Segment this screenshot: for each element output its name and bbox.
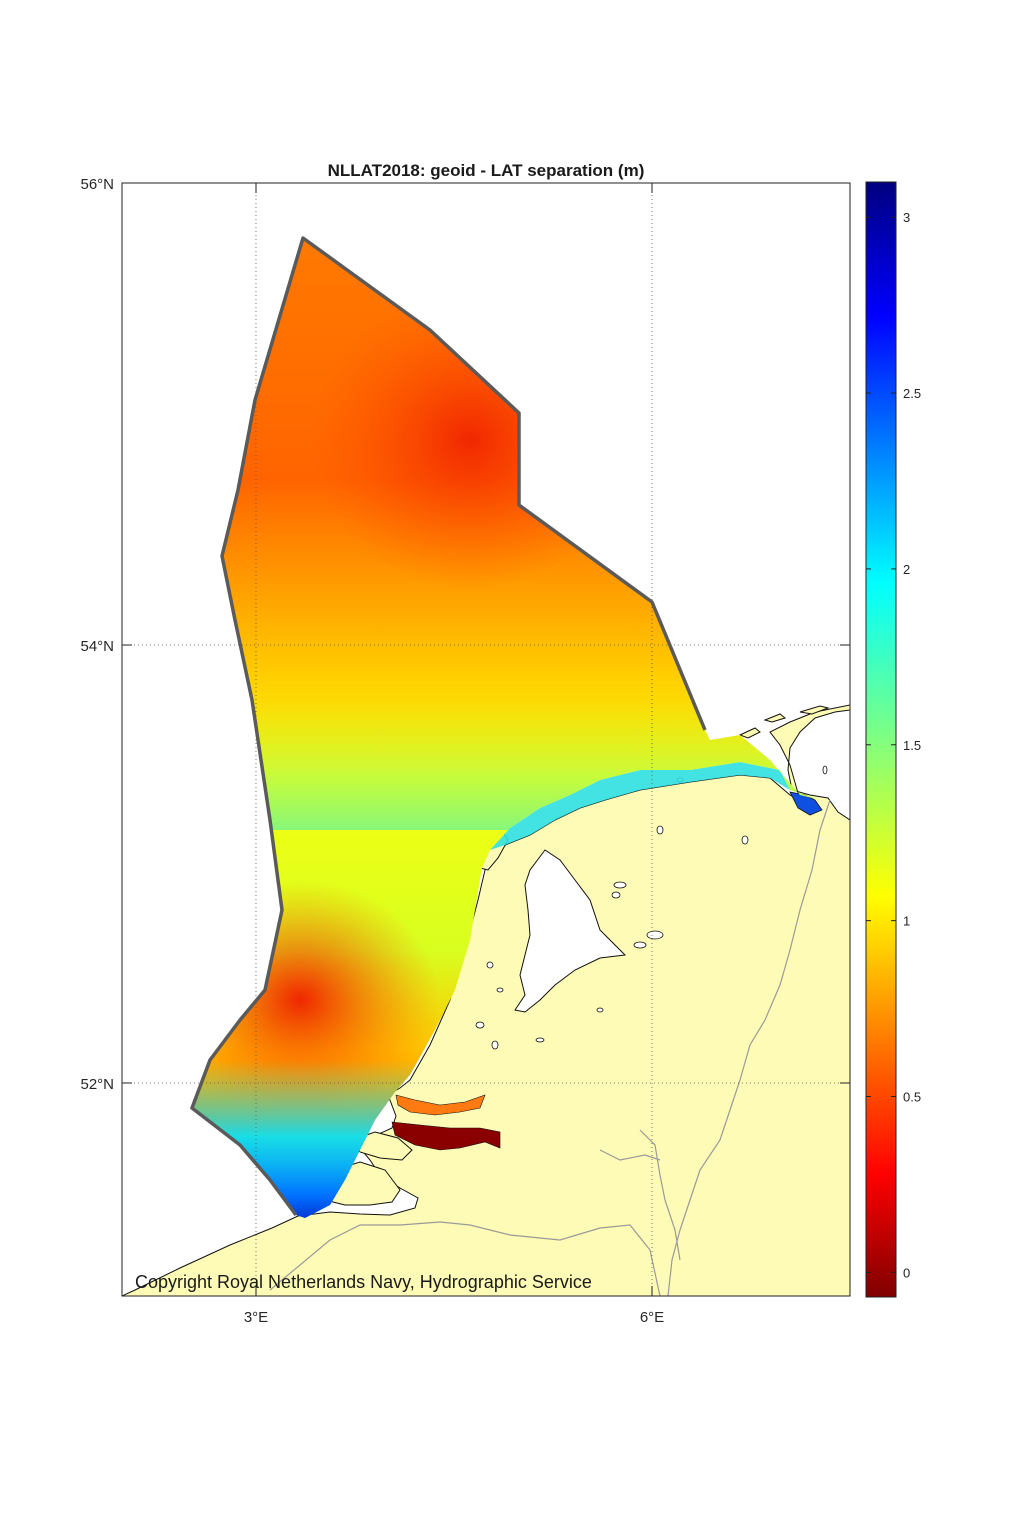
lon-label-3e: 3°E — [244, 1309, 268, 1326]
colorbar-tick-label: 2 — [903, 562, 910, 577]
colorbar-tick-label: 0.5 — [903, 1090, 921, 1105]
colorbar-tick-label: 1.5 — [903, 738, 921, 753]
colorbar-tick-label: 1 — [903, 914, 910, 929]
rotterdam-estuaries — [391, 1094, 501, 1151]
map-title: NLLAT2018: geoid - LAT separation (m) — [328, 161, 645, 180]
colorbar-ticks: 3 2.5 2 1.5 1 0.5 0 — [866, 210, 921, 1280]
colorbar — [865, 181, 897, 1298]
lon-label-6e: 6°E — [640, 1309, 664, 1326]
ijsselmeer — [514, 849, 627, 1013]
colorbar-tick-label: 3 — [903, 210, 910, 225]
colorbar-tick-label: 2.5 — [903, 386, 921, 401]
wadden-sea — [490, 762, 790, 850]
axis-ticks — [122, 182, 850, 1296]
zone-boundary — [190, 236, 707, 1217]
national-border — [269, 799, 831, 1296]
copyright-text: Copyright Royal Netherlands Navy, Hydrog… — [135, 1272, 592, 1292]
lat-label-56n: 56°N — [80, 176, 114, 193]
lat-label-54n: 54°N — [80, 638, 114, 655]
axes-frame — [121, 182, 851, 1297]
colorbar-tick-label: 0 — [903, 1265, 910, 1280]
lat-label-52n: 52°N — [80, 1076, 114, 1093]
graticule — [122, 183, 850, 1296]
